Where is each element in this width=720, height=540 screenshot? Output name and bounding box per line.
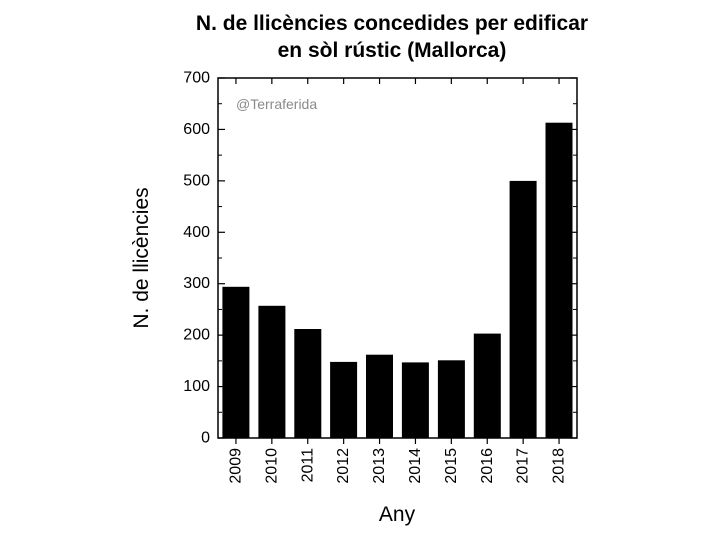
bar-2012 (330, 361, 358, 438)
x-tick-label-2011: 2011 (299, 448, 316, 483)
bar-2016 (473, 333, 501, 438)
y-tick-label-300: 300 (183, 275, 210, 292)
watermark-text: @Terraferida (236, 96, 317, 112)
y-tick-label-400: 400 (183, 224, 210, 241)
x-tick-label-2013: 2013 (371, 448, 388, 484)
x-tick-label-2009: 2009 (227, 448, 244, 484)
y-axis-ticks: 0 100 200 300 400 500 600 700 (183, 70, 577, 447)
bars-group (222, 122, 573, 438)
chart-title-line-2: en sòl rústic (Mallorca) (278, 39, 507, 62)
bar-2015 (437, 360, 465, 438)
x-tick-label-2016: 2016 (479, 448, 496, 484)
x-tick-label-2015: 2015 (443, 448, 460, 484)
chart-title-line-1: N. de llicències concedides per edificar (196, 12, 588, 35)
x-axis-ticks: 2009 2010 2011 2012 2013 2014 2015 2016 2017 2018 (227, 78, 568, 484)
y-tick-label-100: 100 (183, 378, 210, 395)
bar-2009 (222, 286, 250, 438)
y-tick-label-600: 600 (183, 121, 210, 138)
y-tick-label-500: 500 (183, 172, 210, 189)
x-tick-label-2018: 2018 (551, 448, 568, 484)
y-axis-label: N. de llicències (130, 187, 153, 328)
y-tick-label-200: 200 (183, 327, 210, 344)
y-tick-label-700: 700 (183, 70, 210, 87)
bar-2013 (366, 354, 393, 438)
bar-2018 (545, 122, 573, 438)
x-axis-label: Any (379, 503, 416, 526)
bar-2014 (401, 362, 429, 438)
x-tick-label-2017: 2017 (515, 448, 532, 484)
bar-2010 (258, 305, 286, 438)
x-tick-label-2012: 2012 (335, 448, 352, 484)
x-tick-label-2010: 2010 (263, 448, 280, 484)
bar-2011 (294, 329, 322, 438)
x-tick-label-2014: 2014 (407, 448, 424, 484)
y-tick-label-0: 0 (201, 430, 210, 447)
bar-2017 (509, 180, 537, 438)
